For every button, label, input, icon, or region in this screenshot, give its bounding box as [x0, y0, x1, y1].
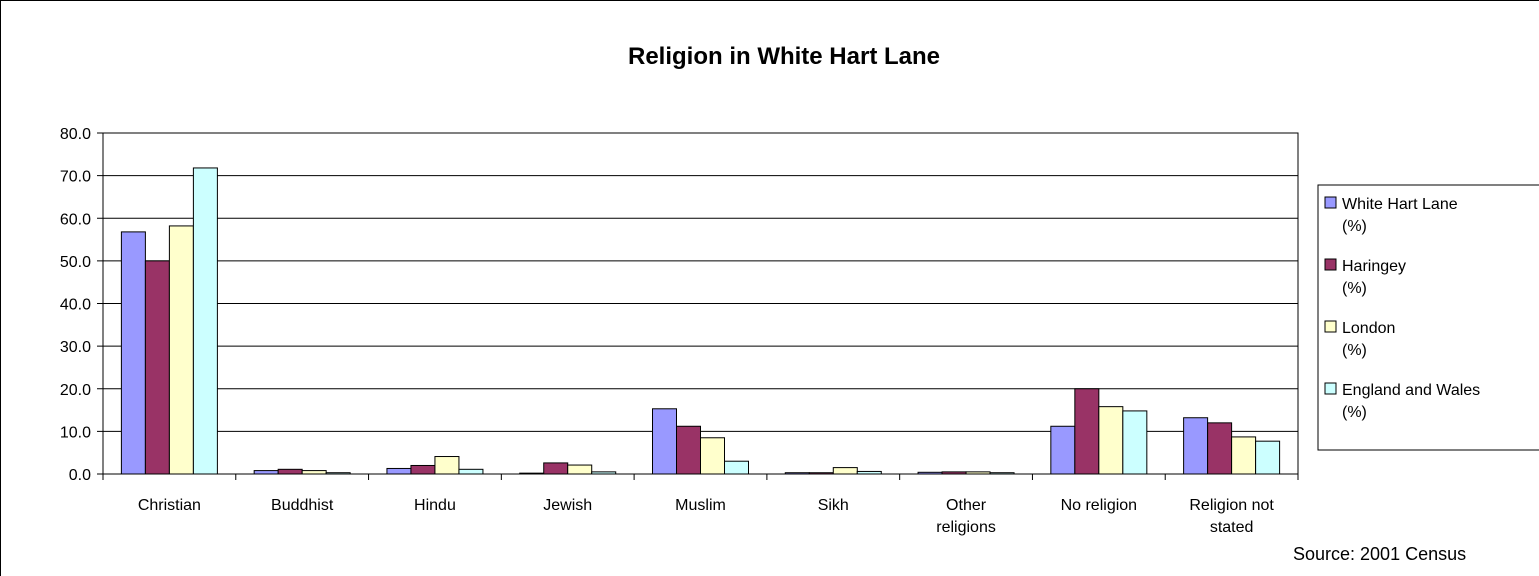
- y-tick-label: 30.0: [60, 339, 91, 356]
- x-category-label: Other: [946, 497, 987, 514]
- legend-box: [1317, 184, 1539, 451]
- y-tick-label: 70.0: [60, 169, 91, 186]
- y-tick-label: 0.0: [69, 467, 91, 484]
- legend-swatch: [1324, 382, 1337, 395]
- bar-5-2: [832, 467, 858, 475]
- bar-5-0: [784, 472, 810, 475]
- x-category-label: Religion not: [1189, 497, 1274, 514]
- y-tick-label: 40.0: [60, 297, 91, 314]
- bar-8-2: [1231, 436, 1257, 475]
- legend-swatch: [1324, 258, 1337, 271]
- bar-7-3: [1122, 410, 1148, 475]
- legend-entry: England and Wales: [1342, 382, 1480, 399]
- bar-6-2: [965, 471, 991, 475]
- bar-7-1: [1074, 388, 1100, 475]
- chart-title: Religion in White Hart Lane: [628, 43, 940, 70]
- y-tick-label: 60.0: [60, 211, 91, 228]
- bar-7-2: [1098, 406, 1124, 475]
- bar-7-0: [1050, 425, 1076, 475]
- legend-swatch: [1324, 196, 1337, 209]
- x-category-label: Sikh: [818, 497, 849, 514]
- x-category-label: Christian: [138, 497, 201, 514]
- bar-8-1: [1207, 422, 1233, 475]
- x-category-label: Muslim: [675, 497, 726, 514]
- legend-entry: (%): [1342, 218, 1367, 235]
- bar-2-1: [410, 464, 436, 475]
- x-category-label: No religion: [1061, 497, 1137, 514]
- legend-entry: White Hart Lane: [1342, 196, 1458, 213]
- bar-2-0: [386, 467, 412, 475]
- legend-swatch: [1324, 320, 1337, 333]
- y-tick-label: 20.0: [60, 382, 91, 399]
- bar-6-1: [941, 471, 967, 475]
- y-tick-label: 80.0: [60, 126, 91, 143]
- bar-1-3: [325, 472, 351, 475]
- bar-0-2: [168, 225, 194, 475]
- legend-entry: Haringey: [1342, 258, 1406, 275]
- bar-1-0: [253, 470, 279, 475]
- bar-1-2: [301, 470, 327, 475]
- legend-entry: (%): [1342, 342, 1367, 359]
- bar-2-3: [458, 468, 484, 475]
- legend: White Hart Lane (%) Haringey (%) London (%) En…: [1317, 184, 1539, 451]
- y-tick-label: 50.0: [60, 254, 91, 271]
- bar-4-2: [700, 437, 725, 475]
- bar-6-0: [917, 471, 943, 475]
- bar-3-1: [543, 462, 569, 475]
- bar-5-1: [808, 472, 834, 475]
- bar-4-1: [676, 425, 701, 475]
- bar-3-3: [591, 471, 617, 475]
- x-category-label: religions: [936, 519, 996, 536]
- bar-0-1: [144, 260, 170, 475]
- legend-entry: (%): [1342, 280, 1367, 297]
- legend-entry: London: [1342, 320, 1395, 337]
- bar-2-2: [434, 456, 460, 475]
- legend-entry: (%): [1342, 404, 1367, 421]
- x-category-label: Hindu: [414, 497, 456, 514]
- bar-6-3: [989, 472, 1015, 475]
- y-tick-label: 10.0: [60, 424, 91, 441]
- bar-8-0: [1183, 417, 1209, 475]
- bar-4-0: [652, 408, 677, 475]
- plot-area: 0.0 10.0 20.0 30.0 40.0 50.0 60.0 70.0 80.0 Chris…: [60, 126, 1299, 536]
- bar-5-3: [856, 470, 882, 475]
- bar-0-3: [192, 167, 218, 475]
- bar-1-1: [277, 468, 303, 475]
- x-category-label: Jewish: [543, 497, 592, 514]
- source-note: Source: 2001 Census: [1293, 544, 1466, 564]
- bar-8-3: [1255, 440, 1281, 475]
- bar-3-2: [567, 464, 593, 475]
- bar-4-3: [724, 460, 749, 475]
- x-category-label: Buddhist: [271, 497, 334, 514]
- bar-3-0: [519, 472, 545, 475]
- x-category-label: stated: [1210, 519, 1254, 536]
- bar-0-0: [120, 231, 146, 475]
